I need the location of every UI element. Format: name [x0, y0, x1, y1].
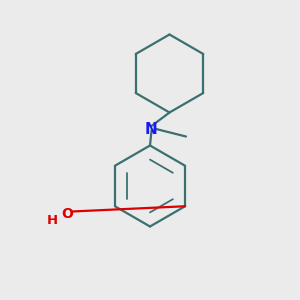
- Text: O: O: [61, 208, 74, 221]
- Text: H: H: [47, 214, 58, 227]
- Text: N: N: [145, 122, 158, 136]
